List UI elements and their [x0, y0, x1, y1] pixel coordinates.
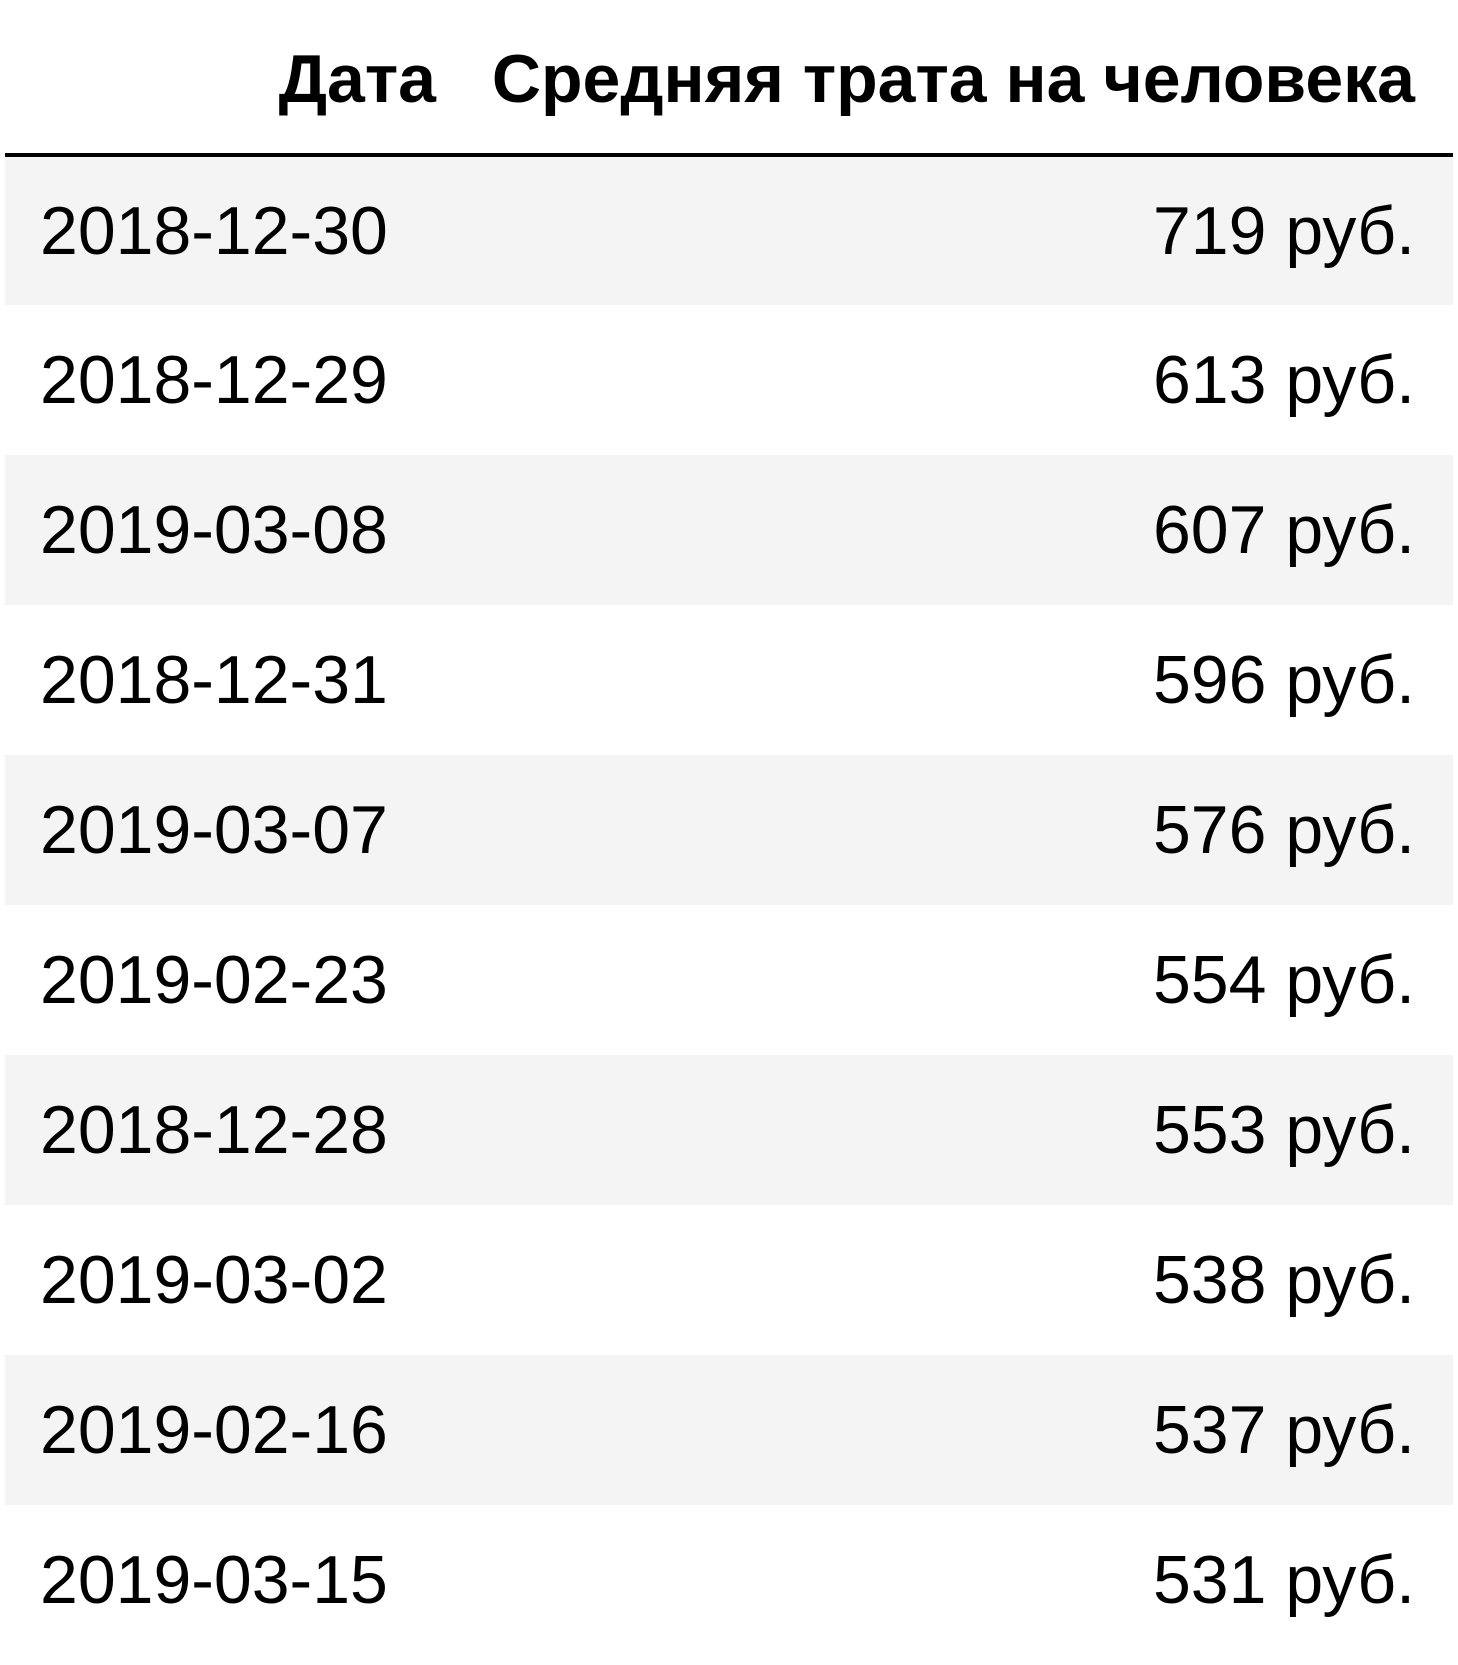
spend-table-container: Дата Средняя трата на человека 2018-12-3… [5, 5, 1453, 1655]
cell-date: 2019-03-15 [5, 1505, 436, 1655]
table-row: 2018-12-30 719 руб. [5, 155, 1453, 305]
cell-avg-spend: 538 руб. [436, 1205, 1453, 1355]
header-row: Дата Средняя трата на человека [5, 5, 1453, 157]
spend-table: Дата Средняя трата на человека 2018-12-3… [5, 5, 1453, 1655]
table-row: 2018-12-28 553 руб. [5, 1055, 1453, 1205]
table-body: 2018-12-30 719 руб. 2018-12-29 613 руб. … [5, 155, 1453, 1655]
table-header: Дата Средняя трата на человека [5, 5, 1453, 157]
cell-date: 2018-12-29 [5, 305, 436, 455]
cell-avg-spend: 613 руб. [436, 305, 1453, 455]
table-row: 2019-03-07 576 руб. [5, 755, 1453, 905]
cell-date: 2019-03-02 [5, 1205, 436, 1355]
cell-date: 2019-02-23 [5, 905, 436, 1055]
cell-avg-spend: 554 руб. [436, 905, 1453, 1055]
table-row: 2019-03-08 607 руб. [5, 455, 1453, 605]
cell-avg-spend: 719 руб. [436, 155, 1453, 305]
cell-avg-spend: 537 руб. [436, 1355, 1453, 1505]
table-row: 2019-02-16 537 руб. [5, 1355, 1453, 1505]
column-header-date: Дата [5, 5, 436, 157]
table-row: 2019-02-23 554 руб. [5, 905, 1453, 1055]
cell-avg-spend: 531 руб. [436, 1505, 1453, 1655]
cell-avg-spend: 596 руб. [436, 605, 1453, 755]
cell-date: 2018-12-28 [5, 1055, 436, 1205]
cell-date: 2019-03-08 [5, 455, 436, 605]
table-row: 2019-03-02 538 руб. [5, 1205, 1453, 1355]
cell-date: 2019-03-07 [5, 755, 436, 905]
table-row: 2019-03-15 531 руб. [5, 1505, 1453, 1655]
cell-date: 2018-12-31 [5, 605, 436, 755]
cell-avg-spend: 576 руб. [436, 755, 1453, 905]
table-row: 2018-12-31 596 руб. [5, 605, 1453, 755]
column-header-avg-spend: Средняя трата на человека [436, 5, 1453, 157]
cell-date: 2019-02-16 [5, 1355, 436, 1505]
table-row: 2018-12-29 613 руб. [5, 305, 1453, 455]
cell-avg-spend: 607 руб. [436, 455, 1453, 605]
cell-date: 2018-12-30 [5, 155, 436, 305]
cell-avg-spend: 553 руб. [436, 1055, 1453, 1205]
